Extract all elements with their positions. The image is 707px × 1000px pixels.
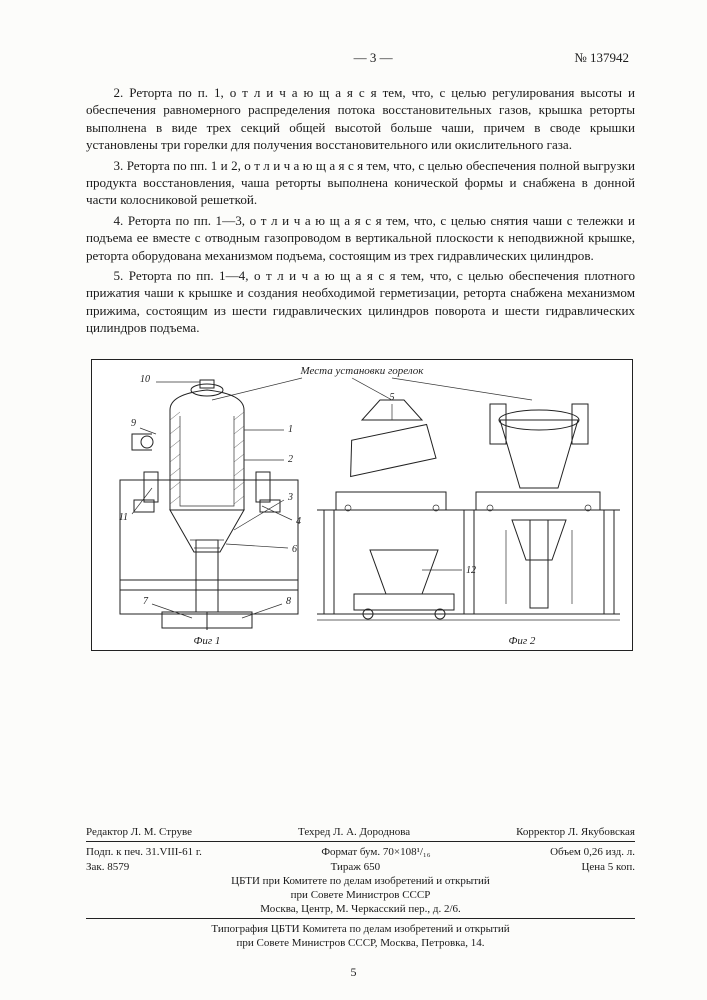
tirage: Тираж 650 xyxy=(331,860,381,874)
svg-text:6: 6 xyxy=(292,544,297,555)
claim-4: 4. Реторта по пп. 1—3, о т л и ч а ю щ а… xyxy=(86,212,635,264)
tech-editor: Техред Л. А. Дороднова xyxy=(298,825,410,839)
printer-1: Типография ЦБТИ Комитета по делам изобре… xyxy=(86,922,635,936)
claims-block: 2. Реторта по п. 1, о т л и ч а ю щ а я … xyxy=(86,84,635,337)
order-no: Зак. 8579 xyxy=(86,860,129,874)
svg-text:2: 2 xyxy=(288,454,293,465)
colophon: Редактор Л. М. Струве Техред Л. А. Дород… xyxy=(86,825,635,950)
svg-text:9: 9 xyxy=(131,418,136,429)
publisher-1: ЦБТИ при Комитете по делам изобретений и… xyxy=(86,874,635,888)
volume: Объем 0,26 изд. л. xyxy=(550,845,635,859)
svg-text:7: 7 xyxy=(143,596,149,607)
publisher-addr: Москва, Центр, М. Черкасский пер., д. 2/… xyxy=(86,902,635,916)
burner-note: Места установки горелок xyxy=(299,365,424,377)
claim-3: 3. Реторта по пп. 1 и 2, о т л и ч а ю щ… xyxy=(86,157,635,209)
svg-text:12: 12 xyxy=(466,565,476,576)
fig1-label: Фиг 1 xyxy=(193,635,220,647)
signed-to-print: Подп. к печ. 31.VIII-61 г. xyxy=(86,845,202,859)
publisher-2: при Совете Министров СССР xyxy=(86,888,635,902)
printer-2: при Совете Министров СССР, Москва, Петро… xyxy=(86,936,635,950)
footer-page-number: 5 xyxy=(0,965,707,980)
fig2: 5 xyxy=(317,392,620,647)
fig1: 10 9 11 1 2 3 4 6 7 8 Фиг 1 xyxy=(118,374,300,647)
corrector: Корректор Л. Якубовская xyxy=(516,825,635,839)
fig2-label: Фиг 2 xyxy=(508,635,535,647)
svg-text:4: 4 xyxy=(296,516,301,527)
svg-text:5: 5 xyxy=(389,392,394,403)
patent-drawing: Места установки горелок xyxy=(92,360,632,650)
claim-5: 5. Реторта по пп. 1—4, о т л и ч а ю щ а… xyxy=(86,267,635,337)
doc-number: № 137942 xyxy=(574,50,629,66)
page-marker: — 3 — xyxy=(172,50,574,66)
svg-text:10: 10 xyxy=(140,374,150,385)
paper-format: Формат бум. 70×108¹/₁₆ xyxy=(321,845,430,859)
claim-2: 2. Реторта по п. 1, о т л и ч а ю щ а я … xyxy=(86,84,635,154)
svg-text:1: 1 xyxy=(288,424,293,435)
editor: Редактор Л. М. Струве xyxy=(86,825,192,839)
svg-text:8: 8 xyxy=(286,596,291,607)
figure-block: Места установки горелок xyxy=(91,359,631,651)
svg-text:11: 11 xyxy=(118,512,127,523)
price: Цена 5 коп. xyxy=(581,860,635,874)
svg-text:3: 3 xyxy=(287,492,293,503)
